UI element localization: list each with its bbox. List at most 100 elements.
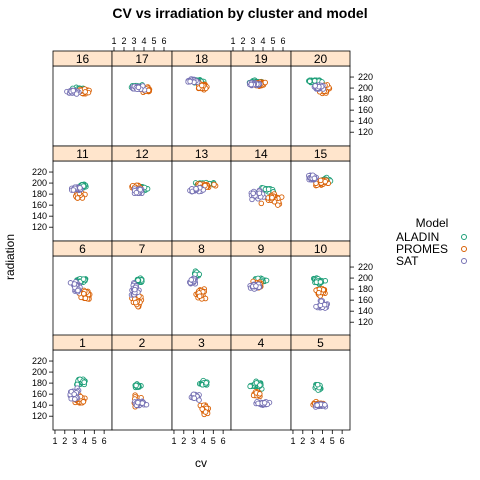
axis-tick-label: 5 [92, 436, 97, 446]
panel-background [53, 161, 112, 241]
point-sat [72, 396, 78, 402]
panel-15: 15 [290, 145, 351, 242]
panel-points [67, 275, 93, 302]
panel-strip [290, 145, 351, 162]
axis-tick-label: 180 [32, 189, 47, 199]
panel-strip-label: 12 [135, 147, 149, 161]
point-promes [196, 293, 203, 299]
axis-tick-label: 3 [310, 436, 315, 446]
legend-marker-sat [461, 258, 467, 264]
axis-tick-label: 2 [300, 436, 305, 446]
panel-strip-label: 7 [139, 242, 146, 256]
axis-tick-label: 4 [320, 436, 325, 446]
axis-tick-label: 200 [32, 178, 47, 188]
axis-tick-label: 6 [161, 36, 166, 46]
axis-tick-label: 140 [32, 400, 47, 410]
panel-background [112, 66, 172, 146]
panel-strip-label: 13 [195, 147, 209, 161]
panel-points [248, 184, 285, 208]
point-sat [71, 281, 78, 287]
point-sat [70, 87, 76, 94]
point-sat [322, 402, 328, 408]
panel-14: 14 [230, 145, 292, 242]
point-aladin [247, 383, 253, 390]
point-sat [196, 397, 202, 403]
point-aladin [314, 381, 321, 388]
panel-strip [290, 240, 351, 257]
panel-18: 18 [171, 50, 232, 147]
point-aladin [307, 78, 313, 84]
point-aladin [80, 276, 87, 282]
axis-tick-label: 220 [358, 72, 373, 82]
panel-1: 1 [52, 334, 113, 431]
point-promes [74, 195, 81, 201]
axis-tick-label: 1 [111, 36, 116, 46]
axis-tick-label: 1 [52, 436, 57, 446]
panel-strip-label: 15 [314, 147, 328, 161]
legend-label-aladin: ALADIN [396, 230, 439, 244]
panel-strip-label: 4 [258, 336, 265, 350]
panel-background [172, 350, 231, 430]
axis-tick-label: 160 [32, 200, 47, 210]
point-promes [322, 178, 328, 185]
point-sat [75, 287, 81, 294]
point-promes [275, 202, 281, 208]
axis-tick-label: 120 [32, 222, 47, 232]
point-sat [187, 78, 193, 85]
point-sat [133, 189, 140, 196]
panel-2: 2 [111, 334, 173, 431]
point-sat [312, 83, 318, 89]
point-sat [71, 391, 77, 397]
axis-tick-label: 160 [32, 389, 47, 399]
axis-tick-label: 220 [358, 262, 373, 272]
panel-points [67, 376, 88, 406]
panel-strip [290, 50, 351, 67]
panel-strip-label: 6 [79, 242, 86, 256]
panel-strip-label: 1 [79, 336, 86, 350]
panel-points [129, 182, 151, 197]
point-promes [199, 82, 205, 89]
point-sat [139, 400, 146, 406]
point-promes [316, 289, 322, 296]
axis-tick-label: 140 [358, 306, 373, 316]
panel-points [128, 275, 145, 310]
axis-tick-label: 120 [358, 317, 373, 327]
point-promes [202, 409, 209, 415]
panel-points [68, 181, 89, 201]
panel-background [53, 350, 112, 430]
point-promes [269, 194, 275, 201]
point-sat [311, 175, 318, 182]
axis-tick-label: 200 [358, 83, 373, 93]
axis-tick-label: 1 [290, 436, 295, 446]
point-sat [261, 400, 268, 406]
axis-tick-label: 5 [270, 36, 275, 46]
point-promes [80, 399, 87, 405]
point-aladin [135, 277, 141, 283]
panel-strip-label: 20 [314, 52, 328, 66]
point-aladin [265, 186, 272, 192]
point-promes [82, 295, 89, 301]
point-promes [199, 406, 205, 412]
axis-tick-label: 180 [358, 94, 373, 104]
axis-tick-label: 120 [32, 411, 47, 421]
point-sat [248, 81, 254, 88]
panel-points [64, 84, 92, 97]
axis-tick-label: 3 [250, 36, 255, 46]
axis-tick-label: 6 [340, 436, 345, 446]
x-axis-label: cv [195, 456, 207, 470]
point-promes [132, 299, 139, 306]
axis-tick-label: 180 [358, 284, 373, 294]
axis-tick-label: 1 [230, 36, 235, 46]
panel-points [185, 76, 210, 93]
panel-points [310, 381, 329, 410]
panel-strip-label: 18 [195, 52, 209, 66]
axis-tick-label: 3 [191, 436, 196, 446]
point-aladin [133, 382, 139, 389]
panel-points [187, 179, 219, 195]
axis-tick-label: 2 [121, 36, 126, 46]
y-axis-label: radiation [3, 234, 17, 280]
axis-tick-label: 200 [358, 273, 373, 283]
point-sat [70, 187, 77, 193]
point-sat [314, 402, 320, 408]
